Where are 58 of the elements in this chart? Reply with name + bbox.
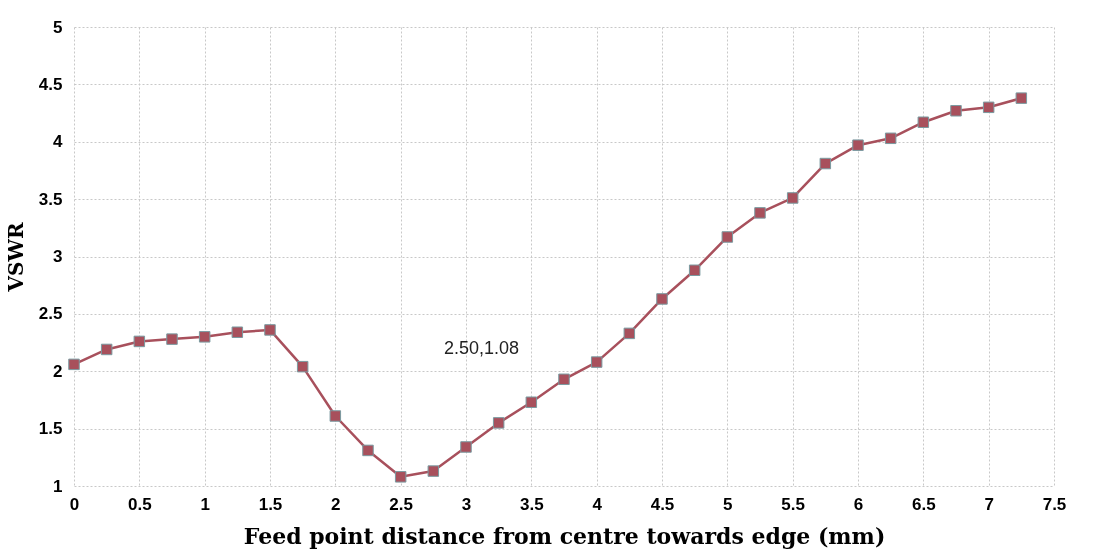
point xyxy=(100,343,113,356)
point xyxy=(264,324,276,336)
point xyxy=(786,192,799,204)
y-tick-label: 2 xyxy=(53,361,63,381)
y-axis-title: VSWR xyxy=(3,222,28,293)
y-tick-label: 3 xyxy=(53,247,63,266)
point xyxy=(427,465,440,477)
point xyxy=(950,105,962,117)
y-tick-label: 5 xyxy=(53,17,63,37)
point xyxy=(590,356,603,368)
annotation: 2.50,1.08 xyxy=(444,338,520,358)
point xyxy=(198,331,211,343)
point xyxy=(492,417,505,429)
point xyxy=(166,333,178,345)
x-tick-label: 6.5 xyxy=(912,494,936,514)
point xyxy=(982,101,995,114)
point xyxy=(623,327,636,340)
x-tick-label: 3 xyxy=(461,494,472,514)
x-tick-label: 1 xyxy=(200,494,210,514)
point xyxy=(917,116,930,128)
point xyxy=(329,410,342,422)
point xyxy=(296,360,309,373)
x-tick-label: 2 xyxy=(331,494,341,514)
point xyxy=(852,139,864,151)
x-tick-label: 1.5 xyxy=(258,494,283,514)
x-tick-label: 0 xyxy=(69,494,80,514)
point xyxy=(1015,92,1028,104)
x-tick-label: 7.5 xyxy=(1042,494,1067,514)
x-tick-label: 3.5 xyxy=(520,494,544,514)
point xyxy=(362,444,374,457)
point xyxy=(68,358,80,371)
x-axis-title: Feed point distance from centre towards edge (mm) xyxy=(243,522,886,549)
point xyxy=(656,293,668,305)
x-tick-label: 5 xyxy=(723,494,733,514)
x-tick-label: 5.5 xyxy=(781,494,805,514)
point xyxy=(721,231,734,243)
point xyxy=(884,132,897,145)
point xyxy=(460,441,472,453)
point xyxy=(133,335,146,348)
x-tick-label: 7 xyxy=(984,494,994,514)
point xyxy=(231,326,244,338)
y-tick-label: 4.5 xyxy=(38,74,63,94)
x-tick-label: 6 xyxy=(853,494,864,514)
y-tick-label: 4 xyxy=(53,132,64,152)
x-tick-label: 4.5 xyxy=(650,494,675,514)
point xyxy=(394,471,407,483)
x-tick-label: 0.5 xyxy=(128,494,152,514)
y-tick-label: 1 xyxy=(53,476,63,496)
point xyxy=(525,396,538,408)
x-tick-label: 2.5 xyxy=(389,494,413,514)
x-tick-label: 4 xyxy=(592,494,603,514)
y-tick-label: 2.5 xyxy=(38,304,63,324)
point xyxy=(819,157,832,170)
point xyxy=(688,264,701,277)
point xyxy=(754,207,766,219)
y-tick-label: 3.5 xyxy=(38,189,63,209)
point xyxy=(558,373,570,386)
y-tick-label: 1.5 xyxy=(38,419,63,439)
